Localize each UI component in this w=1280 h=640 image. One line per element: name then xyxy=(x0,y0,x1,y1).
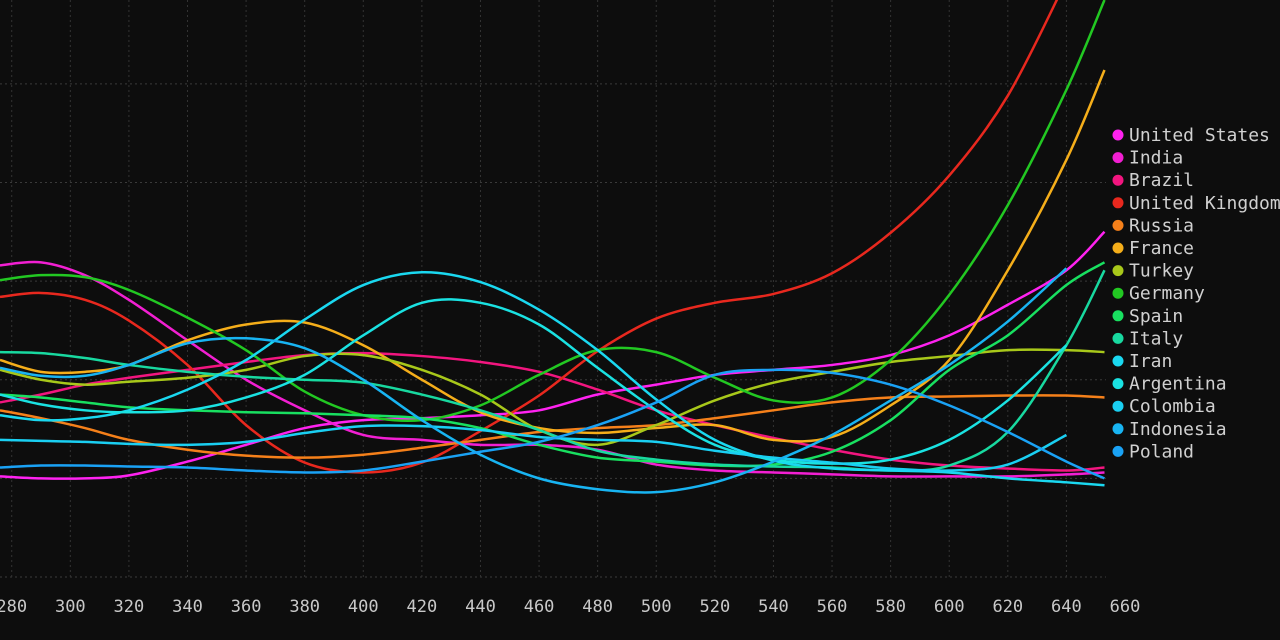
legend-label: Indonesia xyxy=(1129,419,1227,440)
x-tick-label: 500 xyxy=(641,597,672,617)
x-tick-label: 300 xyxy=(55,597,86,617)
x-tick-label: 380 xyxy=(289,597,320,617)
series-line xyxy=(0,0,1106,423)
legend-marker xyxy=(1112,242,1124,254)
legend-marker xyxy=(1112,355,1124,367)
x-tick-label: 640 xyxy=(1051,597,1082,617)
x-tick-label: 420 xyxy=(407,597,438,617)
legend-label: Russia xyxy=(1129,215,1194,236)
legend-marker xyxy=(1112,129,1124,141)
legend-marker xyxy=(1112,332,1124,344)
lines xyxy=(0,0,1106,494)
x-tick-label: 400 xyxy=(348,597,379,617)
legend-label: France xyxy=(1129,238,1194,259)
x-tick-label: 600 xyxy=(934,597,965,617)
legend-label: Argentina xyxy=(1129,374,1227,395)
legend-label: Germany xyxy=(1129,283,1205,304)
x-tick-label: 580 xyxy=(875,597,906,617)
x-tick-label: 620 xyxy=(992,597,1023,617)
legend-marker xyxy=(1112,174,1124,186)
legend-label: United States xyxy=(1129,125,1270,146)
series-line xyxy=(0,368,1105,480)
x-tick-label: 280 xyxy=(0,597,27,617)
legend-label: Brazil xyxy=(1129,170,1194,191)
series-line xyxy=(0,0,1059,474)
x-tick-label: 340 xyxy=(172,597,203,617)
legend-marker xyxy=(1112,310,1124,322)
series-line xyxy=(0,267,1068,494)
grid xyxy=(0,0,1106,578)
legend-label: United Kingdom xyxy=(1129,193,1280,214)
legend-marker xyxy=(1112,423,1124,435)
legend-label: Italy xyxy=(1129,328,1183,349)
x-tick-label: 520 xyxy=(699,597,730,617)
x-tick-label: 320 xyxy=(114,597,145,617)
series-line xyxy=(0,394,1105,459)
legend-marker xyxy=(1112,378,1124,390)
series-line xyxy=(0,261,1106,468)
legend-label: Turkey xyxy=(1129,261,1194,282)
x-tick-label: 540 xyxy=(758,597,789,617)
x-tick-label: 360 xyxy=(231,597,262,617)
series-line xyxy=(0,351,1105,472)
x-axis: 280 300 320 340 360 380 400 420 440 460 480 500 520 5… xyxy=(0,597,1140,617)
legend-marker xyxy=(1112,287,1124,299)
legend-marker xyxy=(1112,219,1124,231)
series-line xyxy=(0,269,1106,472)
legend-label: Colombia xyxy=(1129,396,1216,417)
legend-marker xyxy=(1112,445,1124,457)
x-tick-label: 440 xyxy=(465,597,496,617)
legend-marker xyxy=(1112,152,1124,164)
legend-marker xyxy=(1112,265,1124,277)
series-line xyxy=(0,298,1068,465)
legend-marker xyxy=(1112,197,1124,209)
series-line xyxy=(0,424,1067,472)
legend-marker xyxy=(1112,400,1124,412)
x-tick-label: 660 xyxy=(1110,597,1141,617)
legend-label: Iran xyxy=(1129,351,1172,372)
x-tick-label: 460 xyxy=(524,597,555,617)
series-line xyxy=(0,230,1106,480)
legend-label: Poland xyxy=(1129,441,1194,462)
legend-label: India xyxy=(1129,148,1183,169)
x-tick-label: 480 xyxy=(582,597,613,617)
x-tick-label: 560 xyxy=(817,597,848,617)
legend-label: Spain xyxy=(1129,306,1183,327)
